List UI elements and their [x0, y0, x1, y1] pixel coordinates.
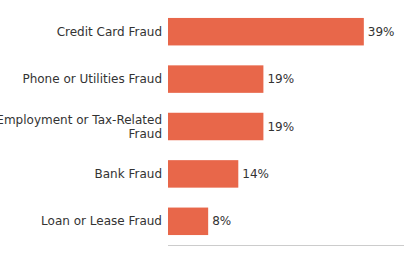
category-label-line: Employment or Tax-Related	[0, 113, 162, 127]
category-label-line: Credit Card Fraud	[57, 25, 162, 39]
data-label: 14%	[242, 167, 269, 181]
category-label: Loan or Lease Fraud	[41, 214, 162, 228]
category-label-line: Bank Fraud	[95, 167, 163, 181]
bar	[168, 160, 238, 187]
labels: Credit Card Fraud 39% Phone or Utilities F…	[0, 25, 395, 229]
chart: Credit Card Fraud 39% Phone or Utilities F…	[0, 0, 416, 259]
data-label: 19%	[267, 72, 294, 86]
category-label: Employment or Tax-RelatedFraud	[0, 113, 162, 141]
bar	[168, 65, 263, 92]
bars	[168, 18, 364, 235]
category-label: Bank Fraud	[95, 167, 163, 181]
chart-container: Credit Card Fraud 39% Phone or Utilities F…	[0, 0, 416, 259]
data-label: 19%	[267, 120, 294, 134]
bar	[168, 18, 364, 45]
data-label: 39%	[368, 25, 395, 39]
x-axis-line	[168, 245, 404, 246]
category-label-line: Phone or Utilities Fraud	[22, 72, 162, 86]
category-label: Credit Card Fraud	[57, 25, 162, 39]
category-label-line: Fraud	[128, 127, 162, 141]
category-label: Phone or Utilities Fraud	[22, 72, 162, 86]
bar	[168, 208, 208, 235]
category-label-line: Loan or Lease Fraud	[41, 214, 162, 228]
data-label: 8%	[212, 214, 231, 228]
bar	[168, 113, 263, 140]
